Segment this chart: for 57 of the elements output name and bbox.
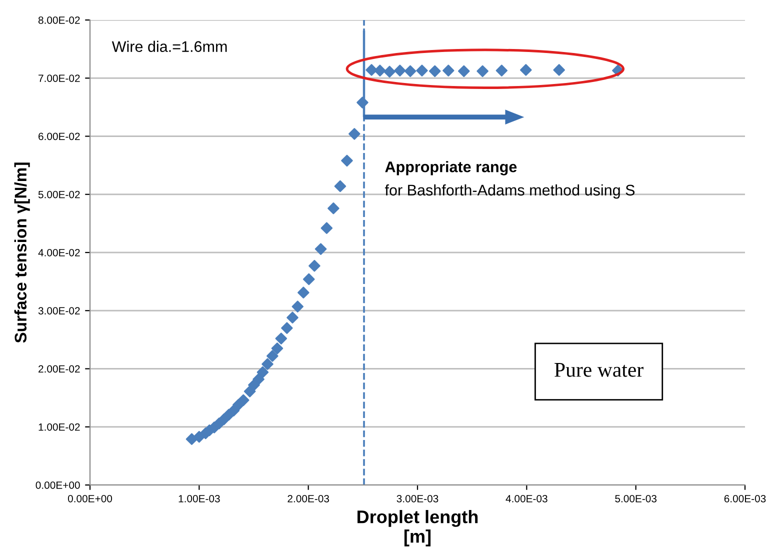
- point: [281, 322, 293, 334]
- point: [302, 273, 315, 286]
- annotation: Pure water: [554, 363, 644, 377]
- y-tick-label: 2.00E-02: [38, 365, 80, 373]
- y-tick-label: 7.00E-02: [38, 74, 80, 82]
- x-axis-title: Droplet length [m]: [358, 510, 478, 546]
- y-tick-label: 3.00E-02: [38, 307, 80, 314]
- point: [308, 260, 320, 272]
- point: [248, 379, 260, 391]
- point: [266, 350, 278, 362]
- x-tick-label: 4.00E-03: [506, 494, 548, 502]
- point: [334, 180, 346, 192]
- point: [428, 65, 441, 78]
- point: [271, 342, 284, 354]
- annotation: for Bashforth-Adams method using S: [384, 184, 635, 199]
- point: [442, 64, 454, 76]
- y-tick-label: 8.00E-02: [38, 16, 80, 24]
- annotation: Wire dia.=1.6mm: [112, 40, 227, 52]
- point: [374, 64, 386, 76]
- point: [553, 64, 565, 76]
- point: [314, 243, 327, 255]
- point: [348, 128, 360, 140]
- point: [328, 202, 340, 214]
- annotation: Appropriate range: [385, 161, 517, 176]
- point: [237, 394, 250, 406]
- x-tick-label: 6.00E-03: [724, 494, 766, 502]
- point: [298, 286, 310, 298]
- point: [476, 65, 488, 78]
- point: [341, 154, 353, 167]
- point: [256, 366, 269, 378]
- y-axis-title: Surface tension γ[N/m]: [14, 162, 30, 343]
- point: [320, 222, 333, 234]
- x-tick-label: 1.00E-03: [178, 494, 220, 502]
- point: [286, 312, 298, 324]
- point: [416, 64, 428, 76]
- point: [186, 433, 198, 445]
- point: [496, 64, 508, 76]
- point: [458, 65, 470, 78]
- point: [292, 300, 304, 312]
- point: [394, 64, 406, 76]
- point: [366, 64, 378, 76]
- point: [262, 358, 274, 370]
- y-tick-label: 5.00E-02: [38, 190, 80, 198]
- x-tick-label: 0.00E+00: [68, 494, 112, 502]
- point: [384, 66, 396, 78]
- y-tick-label: 1.00E-02: [38, 423, 80, 431]
- point: [520, 64, 532, 76]
- point: [356, 96, 368, 108]
- point: [404, 65, 416, 78]
- x-tick-label: 2.00E-03: [288, 494, 330, 502]
- point: [252, 373, 264, 386]
- x-tick-label: 3.00E-03: [396, 494, 438, 502]
- x-tick-label: 5.00E-03: [615, 494, 657, 502]
- y-tick-label: 0.00E+00: [36, 482, 80, 489]
- y-tick-label: 4.00E-02: [38, 249, 80, 256]
- point: [275, 332, 288, 344]
- y-tick-label: 6.00E-02: [38, 132, 80, 140]
